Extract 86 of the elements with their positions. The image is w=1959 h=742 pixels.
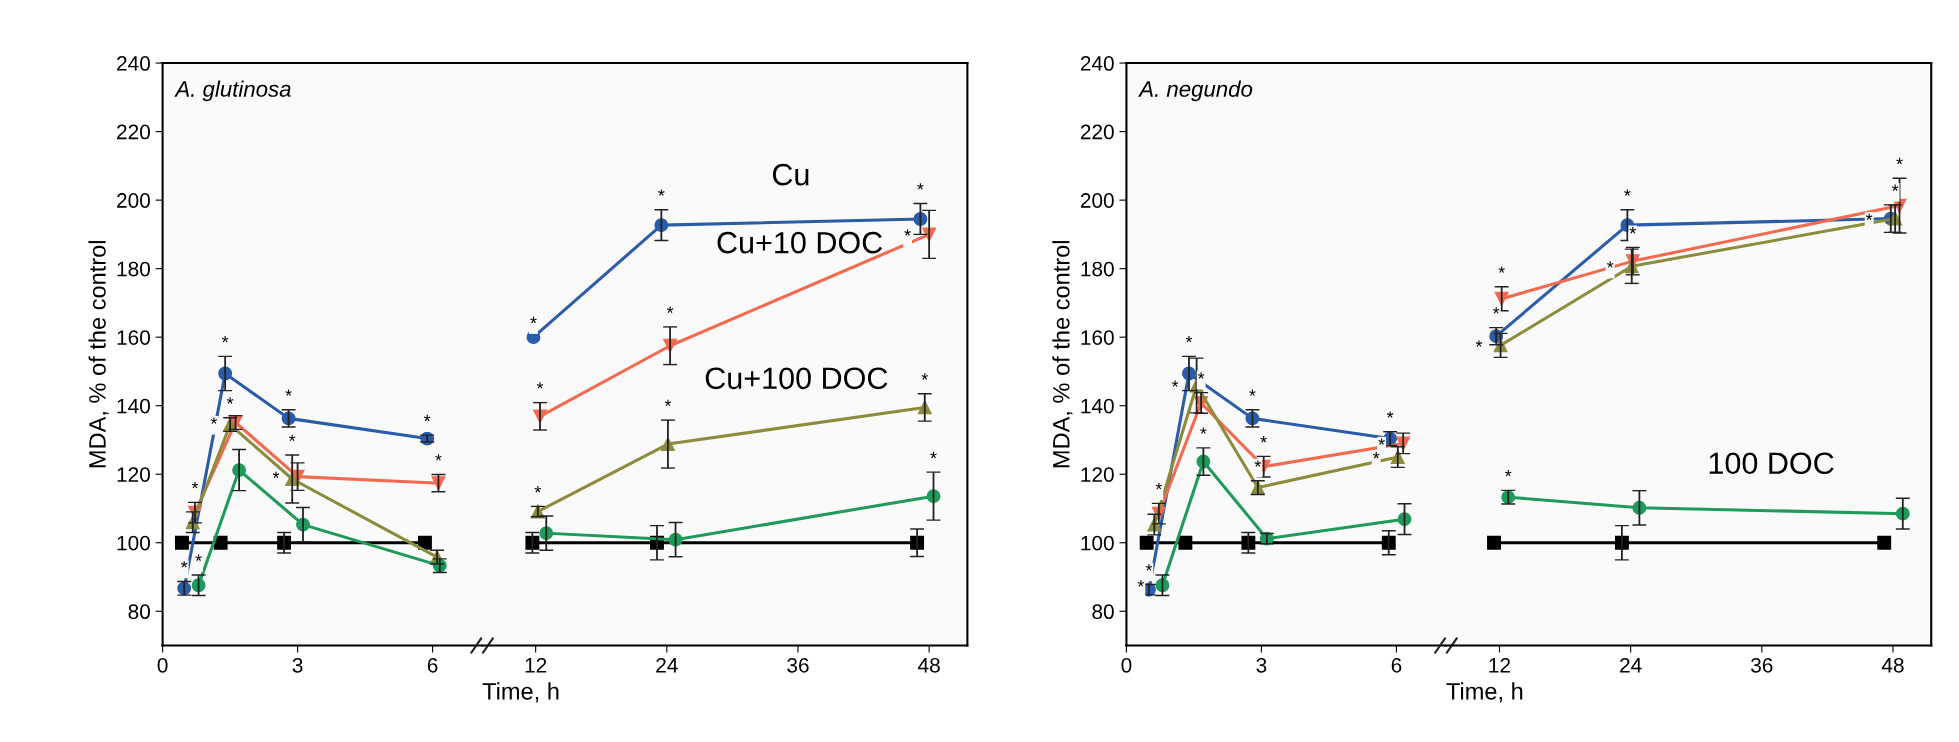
annotation: * — [423, 414, 431, 422]
y-tick-label: 180 — [117, 261, 150, 277]
y-tick-label: 140 — [1081, 398, 1114, 414]
annotation: * — [530, 316, 537, 324]
annotation: * — [1254, 460, 1262, 467]
y-tick-label: 240 — [1080, 56, 1114, 71]
y-tick-label: 100 — [117, 535, 150, 551]
annotation: * — [221, 336, 229, 343]
y-tick-label: 160 — [1081, 330, 1114, 345]
series-label: 100 DOC — [1709, 452, 1834, 475]
annotation: * — [1185, 336, 1193, 343]
y-axis-title: MDA, % of the control — [1052, 241, 1073, 468]
annotation: * — [534, 486, 542, 493]
annotation: * — [917, 183, 924, 190]
annotation: * — [658, 189, 665, 196]
x-tick-label: 36 — [787, 657, 809, 673]
annotation: * — [1372, 452, 1380, 459]
annotation: * — [1171, 380, 1179, 387]
annotation: * — [210, 417, 218, 424]
y-tick-label: 180 — [1081, 261, 1114, 277]
annotation: * — [904, 229, 911, 236]
annotation: * — [272, 471, 280, 478]
annotation: * — [1606, 261, 1614, 268]
series-label: Cu+10 DOC — [717, 231, 883, 254]
annotation: * — [1137, 580, 1145, 587]
annotation: * — [1891, 184, 1899, 191]
annotation: * — [1629, 227, 1637, 234]
x-tick-label: 24 — [656, 657, 678, 673]
annotation: * — [666, 306, 674, 313]
annotation: * — [195, 554, 202, 561]
x-tick-label: 6 — [427, 657, 438, 673]
x-tick-label: 3 — [1256, 657, 1267, 673]
y-tick-label: 240 — [117, 56, 150, 71]
annotation: * — [1260, 436, 1267, 443]
annotation: * — [285, 389, 292, 396]
annotation: * — [921, 373, 928, 380]
annotation: * — [1505, 469, 1512, 477]
x-tick-label: 6 — [1391, 657, 1402, 673]
series-label: Cu+100 DOC — [705, 367, 888, 390]
annotation: * — [1492, 307, 1500, 314]
x-tick-label: 48 — [1881, 657, 1904, 673]
x-tick-label: 48 — [918, 657, 940, 673]
annotation: * — [1896, 157, 1903, 165]
annotation: * — [1865, 213, 1873, 220]
annotation: * — [1624, 189, 1631, 196]
y-tick-label: 200 — [117, 193, 150, 208]
y-tick-label: 100 — [1081, 535, 1114, 551]
annotation: * — [226, 397, 234, 404]
annotation: * — [536, 382, 544, 389]
y-tick-label: 200 — [1080, 193, 1114, 208]
annotation: * — [191, 481, 199, 489]
y-tick-label: 220 — [1080, 124, 1114, 140]
x-tick-label: 24 — [1620, 657, 1642, 673]
annotation: * — [1378, 438, 1385, 445]
y-tick-label: 120 — [117, 467, 150, 482]
annotation: * — [1200, 427, 1207, 434]
x-axis-title: Time, h — [482, 682, 559, 703]
annotation: * — [1155, 483, 1163, 490]
y-tick-label: 80 — [1092, 604, 1114, 620]
annotation: * — [1498, 266, 1505, 273]
x-tick-label: 3 — [292, 657, 303, 673]
annotation: * — [435, 454, 442, 461]
x-tick-label: 0 — [1121, 657, 1132, 673]
y-tick-label: 140 — [117, 398, 150, 414]
x-tick-label: 12 — [1489, 657, 1511, 673]
annotation: * — [1249, 389, 1256, 396]
annotation: * — [1145, 564, 1153, 571]
x-tick-label: 36 — [1751, 657, 1773, 673]
annotation: * — [930, 451, 937, 459]
y-tick-label: 80 — [128, 604, 150, 620]
annotation: * — [180, 561, 188, 568]
annotation: * — [288, 434, 296, 442]
text: A. glutinosa — [174, 80, 291, 102]
x-tick-label: 0 — [157, 657, 168, 673]
y-tick-label: 160 — [117, 330, 150, 345]
annotation: * — [664, 399, 672, 407]
annotation: * — [1386, 411, 1394, 418]
annotation: * — [1197, 372, 1205, 379]
y-axis-title: MDA, % of the control — [88, 241, 109, 468]
y-tick-label: 120 — [1081, 467, 1114, 482]
text: A. negundo — [1138, 80, 1253, 102]
x-axis-title: Time, h — [1446, 682, 1523, 703]
y-tick-label: 220 — [117, 124, 150, 140]
series-label: Cu — [772, 163, 809, 186]
annotation: * — [1475, 340, 1483, 347]
x-tick-label: 12 — [525, 657, 547, 673]
